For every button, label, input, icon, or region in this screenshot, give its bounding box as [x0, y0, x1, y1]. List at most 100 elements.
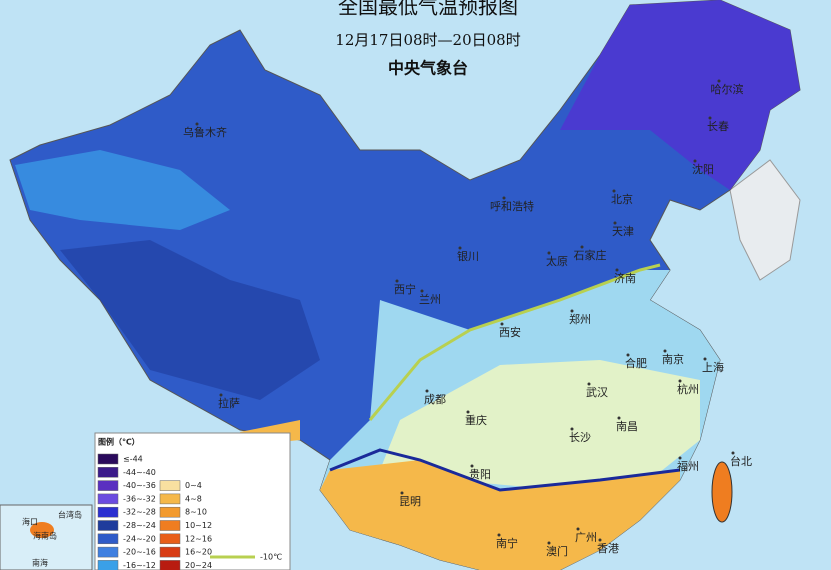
- inset-label: 台湾岛: [58, 510, 82, 520]
- city-dot: [708, 116, 712, 120]
- land-warm: [320, 460, 680, 570]
- legend-swatch: [97, 546, 119, 558]
- legend-label: 16~20: [185, 548, 212, 557]
- northeast-cold: [560, 0, 800, 190]
- city-dot: [458, 246, 462, 250]
- legend-swatch: [97, 506, 119, 518]
- legend-label: -20~-16: [123, 548, 156, 557]
- isotherm-line: [368, 263, 661, 421]
- inset-label: 南海: [32, 558, 48, 568]
- legend-label: -40~-36: [123, 481, 156, 490]
- city-label: 武汉: [586, 386, 608, 399]
- city-label: 南京: [662, 352, 684, 366]
- legend-swatch: [159, 533, 181, 545]
- xinjiang-basin: [15, 150, 230, 230]
- city-label: 上海: [702, 360, 724, 374]
- city-label: 广州: [575, 531, 597, 544]
- city-dot: [678, 456, 682, 460]
- legend-label: -44~-40: [123, 468, 156, 477]
- city-dot: [580, 245, 584, 249]
- city-dot: [570, 309, 574, 313]
- city-dot: [502, 196, 506, 200]
- city-label: 合肥: [625, 356, 647, 370]
- city-label: 拉萨: [218, 396, 240, 410]
- city-dot: [678, 379, 682, 383]
- legend-swatch: [159, 480, 181, 491]
- korea: [729, 159, 801, 281]
- city-dot: [497, 533, 501, 537]
- city-dot: [470, 464, 474, 468]
- city-label: 杭州: [677, 382, 699, 396]
- land-cool: [380, 360, 700, 490]
- city-label: 南昌: [616, 420, 638, 433]
- city-label: 成都: [424, 393, 446, 406]
- city-label: 郑州: [569, 312, 591, 326]
- legend-title: 图例（℃）: [98, 437, 140, 447]
- city-dot: [731, 451, 735, 455]
- legend-box: [94, 432, 291, 570]
- city-dot: [663, 349, 667, 353]
- city-label: 沈阳: [692, 162, 714, 176]
- city-label: 香港: [597, 542, 619, 555]
- city-label: 银川: [457, 249, 479, 263]
- tibet-cold: [60, 240, 320, 400]
- city-label: 天津: [612, 225, 634, 238]
- city-dot: [693, 159, 697, 163]
- city-label: 呼和浩特: [490, 199, 534, 213]
- legend-label: -16~-12: [123, 561, 156, 570]
- legend-swatch: [97, 480, 119, 491]
- city-label: 兰州: [419, 293, 441, 306]
- city-dot: [570, 427, 574, 431]
- city-dot: [617, 416, 621, 420]
- city-label: 石家庄: [574, 248, 607, 262]
- city-dot: [703, 357, 707, 361]
- city-label: 澳门: [546, 544, 568, 558]
- city-dot: [598, 538, 602, 542]
- city-label: 西宁: [394, 282, 416, 296]
- subtitle: 12月17日08时—20日08时: [335, 31, 520, 49]
- legend-swatch: [97, 560, 119, 570]
- city-label: 南宁: [496, 536, 518, 550]
- legend-label: 8~10: [185, 508, 207, 517]
- city-dot: [547, 251, 551, 255]
- city-dot: [500, 322, 504, 326]
- city-dot: [547, 541, 551, 545]
- legend-swatch: [159, 560, 181, 570]
- legend-label: -24~-20: [123, 534, 156, 543]
- city-label: 太原: [546, 255, 568, 268]
- city-label: 乌鲁木齐: [183, 125, 227, 139]
- legend-swatch: [159, 506, 181, 518]
- inset-hainan: [30, 522, 54, 538]
- city-dot: [626, 353, 630, 357]
- city-label: 台北: [730, 454, 752, 468]
- title: 全国最低气温预报图: [338, 0, 518, 19]
- legend-label: ≤-44: [123, 455, 143, 464]
- agency: 中央气象台: [388, 59, 468, 78]
- legend-label: 0~4: [185, 481, 202, 490]
- legend-swatch: [159, 546, 181, 558]
- city-dot: [587, 382, 591, 386]
- legend-swatch: [97, 467, 119, 478]
- city-label: 哈尔滨: [711, 82, 744, 96]
- city-label: 北京: [611, 192, 633, 206]
- city-label: 重庆: [465, 413, 487, 427]
- legend-label: -28~-24: [123, 521, 156, 530]
- city-dot: [195, 122, 199, 126]
- legend-label: 4~8: [185, 494, 202, 503]
- inset-label: 海口: [22, 517, 38, 527]
- legend-label: -36~-32: [123, 494, 156, 503]
- legend-label: 12~16: [185, 534, 212, 543]
- legend-label: -32~-28: [123, 508, 156, 517]
- city-dot: [717, 79, 721, 83]
- city-dot: [400, 491, 404, 495]
- city-dot: [420, 289, 424, 293]
- legend-label: 10~12: [185, 521, 212, 530]
- legend-swatch: [159, 493, 181, 505]
- city-dot: [219, 393, 223, 397]
- legend-swatch: [97, 520, 119, 531]
- inset-label: 海南岛: [33, 531, 57, 541]
- city-label: 长沙: [569, 431, 591, 444]
- city-label: 福州: [677, 459, 699, 473]
- zero-line: [329, 448, 681, 492]
